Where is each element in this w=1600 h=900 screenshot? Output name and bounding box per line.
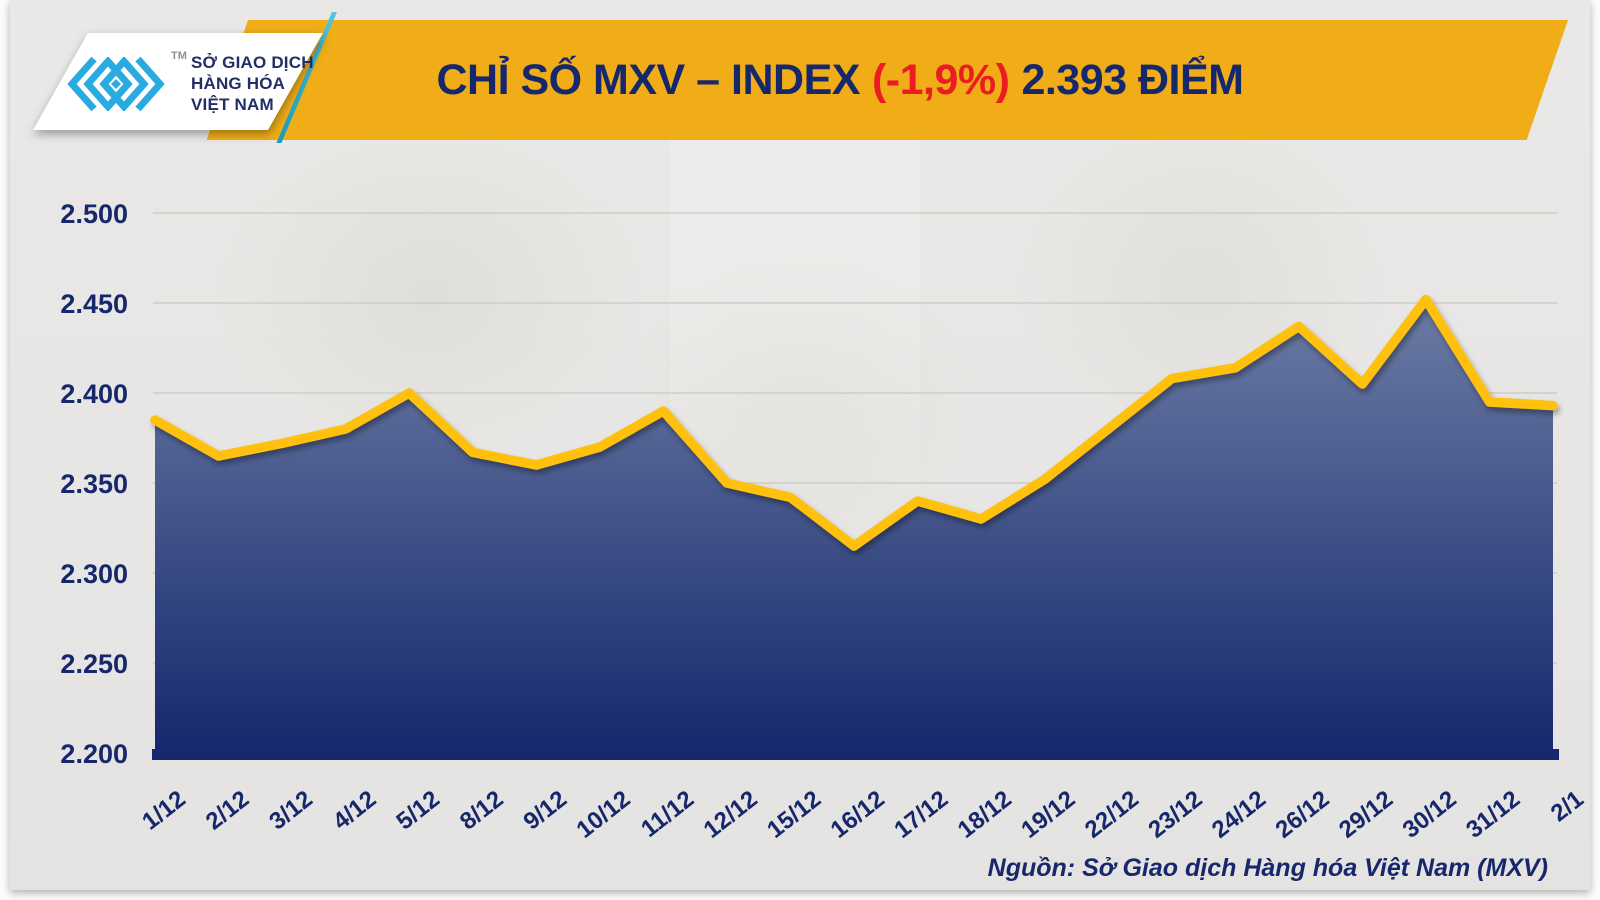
x-axis-tick-label: 1/12 <box>137 785 190 835</box>
x-axis-tick-label: 29/12 <box>1334 785 1398 843</box>
x-axis-tick-label: 2/12 <box>201 785 254 835</box>
x-axis-tick-label: 16/12 <box>826 785 890 843</box>
x-axis-tick-label: 26/12 <box>1271 785 1335 843</box>
title-change-percent: (-1,9%) <box>871 55 1010 104</box>
y-axis-tick-label: 2.450 <box>60 289 128 319</box>
x-axis-tick-label: 5/12 <box>391 785 444 835</box>
x-axis-tick-label: 4/12 <box>328 785 381 835</box>
infographic-card: CHỈ SỐ MXV – INDEX (-1,9%) 2.393 ĐIỂM TM… <box>10 0 1590 890</box>
x-axis-tick-label: 30/12 <box>1398 785 1462 843</box>
x-axis-tick-label: 3/12 <box>264 785 317 835</box>
org-name-line1: SỞ GIAO DỊCH <box>191 53 314 72</box>
y-axis-tick-label: 2.300 <box>60 559 128 589</box>
trademark-mark: TM <box>171 50 187 62</box>
x-axis-tick-label: 17/12 <box>889 785 953 843</box>
x-axis-tick-label: 12/12 <box>699 785 763 843</box>
y-axis-tick-label: 2.250 <box>60 649 128 679</box>
x-axis-tick-label: 9/12 <box>519 785 572 835</box>
x-axis-tick-label: 10/12 <box>572 785 636 843</box>
x-axis-tick-label: 18/12 <box>953 785 1017 843</box>
x-axis-tick-label: 24/12 <box>1207 785 1271 843</box>
org-name-line3: VIỆT NAM <box>191 95 274 114</box>
org-name-line2: HÀNG HÓA <box>191 74 286 93</box>
x-axis-tick-label: 2/1 <box>1546 785 1589 827</box>
index-line <box>150 294 1558 551</box>
y-axis-tick-label: 2.400 <box>60 379 128 409</box>
chart-title: CHỈ SỐ MXV – INDEX (-1,9%) 2.393 ĐIỂM <box>390 20 1290 140</box>
x-axis-tick-label: 22/12 <box>1080 785 1144 843</box>
org-name: SỞ GIAO DỊCH HÀNG HÓA VIỆT NAM <box>191 52 314 115</box>
x-axis-tick-label: 31/12 <box>1461 785 1525 843</box>
title-text: CHỈ SỐ MXV – INDEX <box>436 55 860 104</box>
x-axis-tick-label: 11/12 <box>636 785 699 842</box>
index-area-fill <box>155 299 1553 753</box>
x-axis-tick-label: 23/12 <box>1143 785 1207 843</box>
title-points: 2.393 ĐIỂM <box>1021 55 1244 104</box>
x-axis-tick-label: 19/12 <box>1016 785 1080 843</box>
source-credit: Nguồn: Sở Giao dịch Hàng hóa Việt Nam (M… <box>987 854 1548 882</box>
y-axis-tick-label: 2.350 <box>60 469 128 499</box>
mxv-chevrons-icon <box>67 56 165 112</box>
y-axis-tick-label: 2.500 <box>60 199 128 229</box>
x-axis-tick-label: 8/12 <box>455 785 508 835</box>
mxv-logo: TM SỞ GIAO DỊCH HÀNG HÓA VIỆT NAM <box>55 50 325 120</box>
y-axis-tick-label: 2.200 <box>60 739 128 769</box>
x-axis-bar <box>152 749 1559 760</box>
x-axis-tick-label: 15/12 <box>762 785 826 843</box>
